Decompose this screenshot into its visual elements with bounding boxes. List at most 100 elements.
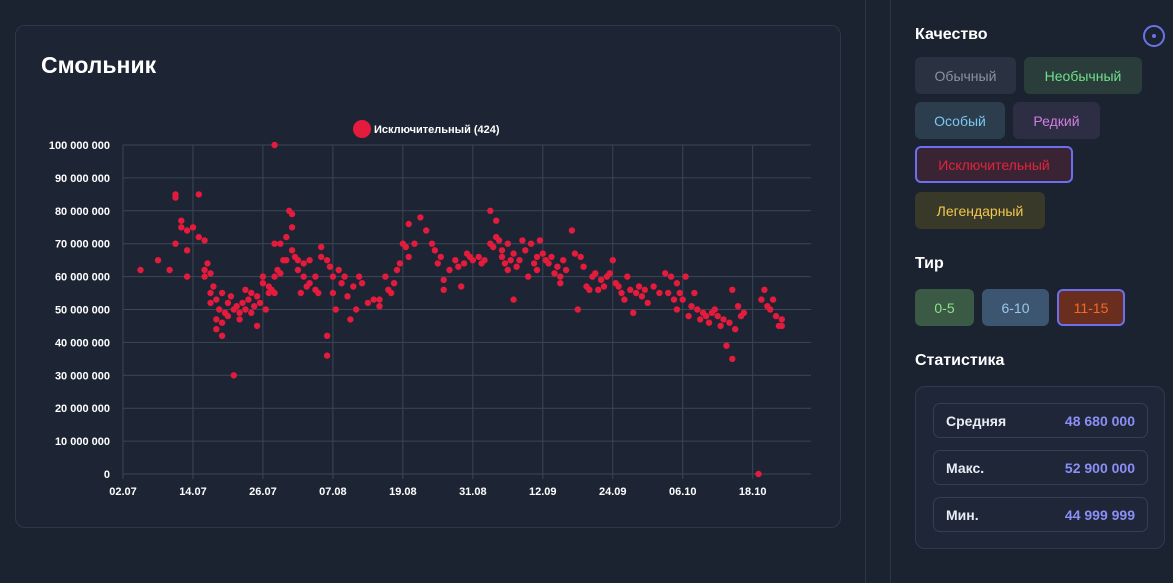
data-point — [428, 240, 436, 247]
data-point — [423, 227, 430, 234]
y-tick-label: 20 000 000 — [55, 403, 110, 415]
data-point — [554, 263, 561, 270]
data-point — [262, 306, 269, 313]
stats-box: Средняя 48 680 000 Макс. 52 900 000 Мин.… — [915, 386, 1165, 549]
data-point — [586, 286, 593, 293]
data-point — [548, 253, 555, 261]
quality-chip-special[interactable]: Особый — [915, 102, 1005, 139]
data-point — [405, 253, 412, 261]
data-point — [224, 312, 232, 320]
data-point — [487, 207, 494, 214]
stat-label: Макс. — [946, 459, 985, 476]
data-point — [519, 237, 526, 244]
data-point — [513, 263, 520, 270]
y-tick-label: 90 000 000 — [55, 173, 110, 185]
data-point — [501, 260, 509, 267]
y-tick-label: 50 000 000 — [55, 305, 110, 317]
data-point — [216, 306, 223, 313]
stat-row-max: Макс. 52 900 000 — [933, 450, 1148, 485]
data-point — [667, 273, 675, 280]
data-point — [665, 289, 672, 297]
x-tick-label: 14.07 — [179, 486, 207, 498]
data-point — [300, 273, 307, 280]
tier-chip-6-10[interactable]: 6-10 — [982, 289, 1049, 326]
chip-label: 6-10 — [1001, 299, 1030, 316]
data-point — [618, 289, 625, 297]
data-point — [740, 309, 748, 316]
x-tick-label: 02.07 — [109, 486, 137, 498]
data-point — [338, 280, 345, 287]
data-point — [755, 470, 762, 478]
data-point — [516, 257, 523, 264]
tier-chip-11-15[interactable]: 11-15 — [1057, 289, 1125, 326]
data-point — [627, 286, 634, 293]
scatter-chart: 0 10 000 000 20 000 000 30 000 000 40 000 00… — [49, 120, 811, 498]
data-point — [253, 322, 261, 330]
data-point — [288, 224, 296, 231]
data-point — [318, 243, 325, 251]
data-point — [539, 250, 546, 257]
data-point — [615, 283, 622, 290]
chart-card: Смольник 0 10 000 000 20 000 000 30 000 000… — [15, 25, 841, 528]
data-point — [364, 299, 372, 307]
quality-chip-rare[interactable]: Редкий — [1013, 102, 1100, 139]
data-point — [437, 253, 444, 261]
data-point — [568, 227, 576, 234]
y-tick-label: 80 000 000 — [55, 206, 110, 218]
chart-title: Смольник — [41, 52, 157, 78]
data-point — [271, 289, 278, 297]
x-tick-label: 18.10 — [739, 486, 767, 498]
data-point — [650, 283, 657, 290]
data-point — [382, 273, 389, 280]
data-point — [207, 299, 214, 307]
chip-label: Обычный — [934, 67, 997, 84]
data-point — [510, 296, 517, 303]
tier-chip-0-5[interactable]: 0-5 — [915, 289, 974, 326]
data-point — [300, 260, 307, 267]
data-point — [440, 276, 447, 284]
data-point — [536, 237, 544, 244]
data-point — [166, 266, 173, 274]
data-point — [207, 289, 214, 297]
main-panel: Смольник 0 10 000 000 20 000 000 30 000 000… — [15, 0, 866, 583]
info-circle-icon[interactable] — [1143, 25, 1165, 47]
data-point — [507, 257, 514, 264]
data-point — [580, 263, 587, 270]
data-point — [691, 289, 698, 297]
data-point — [312, 273, 319, 280]
data-point — [525, 273, 532, 280]
data-point — [218, 289, 226, 297]
data-point — [609, 257, 616, 264]
data-point — [630, 309, 637, 316]
data-point — [350, 283, 357, 290]
data-point — [248, 289, 255, 297]
quality-chip-common[interactable]: Обычный — [915, 57, 1016, 94]
data-point — [495, 237, 503, 244]
data-point — [694, 306, 701, 313]
x-tick-label: 26.07 — [249, 486, 277, 498]
quality-chip-uncommon[interactable]: Необычный — [1024, 57, 1142, 94]
data-point — [676, 289, 683, 297]
data-point — [253, 293, 261, 300]
data-point — [251, 303, 258, 310]
data-point — [201, 237, 208, 244]
chip-label: Легендарный — [936, 202, 1024, 219]
chip-label: Особый — [934, 112, 986, 129]
data-point — [256, 299, 264, 307]
data-point — [271, 240, 278, 247]
y-tick-label: 70 000 000 — [55, 239, 110, 251]
stats-section-title: Статистика — [915, 352, 1005, 369]
data-point — [294, 266, 302, 274]
data-point — [213, 326, 220, 333]
data-point — [557, 280, 564, 287]
y-tick-label: 0 — [104, 469, 110, 481]
data-point — [498, 253, 506, 261]
data-point — [271, 273, 278, 280]
quality-chip-legendary[interactable]: Легендарный — [915, 192, 1045, 229]
data-point — [644, 299, 651, 307]
quality-chip-exceptional[interactable]: Исключительный — [915, 146, 1073, 183]
stat-row-min: Мин. 44 999 999 — [933, 497, 1148, 532]
data-point — [329, 273, 337, 280]
data-point — [522, 247, 529, 254]
data-point — [705, 319, 713, 326]
